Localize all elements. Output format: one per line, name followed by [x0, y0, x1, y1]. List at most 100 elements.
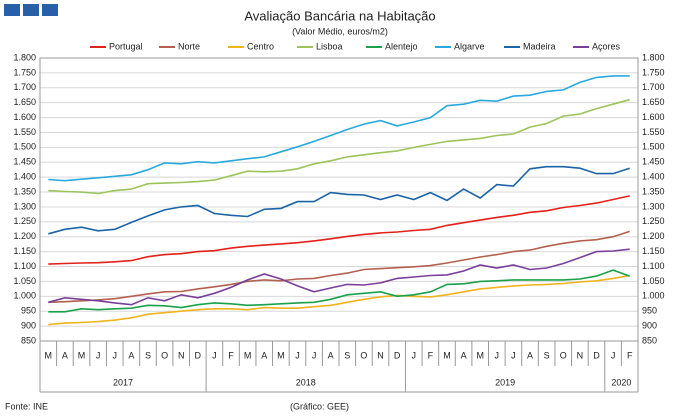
series-line	[48, 75, 630, 182]
series-line	[48, 230, 630, 304]
series-line	[48, 248, 630, 306]
y-tick-label: 1.400	[13, 172, 36, 182]
x-tick-label: M	[277, 350, 285, 360]
legend-label: Centro	[247, 41, 274, 51]
y2-tick-label: 1.550	[642, 127, 665, 137]
x-tick-label: A	[62, 350, 68, 360]
year-label: 2017	[113, 377, 133, 387]
x-tick-label: J	[113, 350, 118, 360]
logo-block	[4, 4, 20, 16]
y-tick-label: 1.450	[13, 157, 36, 167]
chart-subtitle: (Valor Médio, euros/m2)	[292, 26, 388, 36]
x-tick-label: M	[78, 350, 86, 360]
x-tick-label: O	[560, 350, 567, 360]
x-tick-label: D	[593, 350, 600, 360]
y2-tick-label: 1.200	[642, 231, 665, 241]
x-tick-label: D	[195, 350, 202, 360]
y2-tick-label: 1.050	[642, 276, 665, 286]
y-tick-label: 1.300	[13, 201, 36, 211]
x-tick-label: O	[360, 350, 367, 360]
logo-block	[23, 4, 39, 16]
y-tick-label: 1.750	[13, 67, 36, 77]
y-tick-label: 1.550	[13, 127, 36, 137]
y2-tick-label: 1.600	[642, 112, 665, 122]
y2-tick-label: 1.000	[642, 291, 665, 301]
x-tick-label: J	[312, 350, 317, 360]
y2-tick-label: 1.100	[642, 261, 665, 271]
y-tick-label: 1.600	[13, 112, 36, 122]
legend-label: Algarve	[454, 41, 485, 51]
series-line	[48, 195, 630, 265]
y-tick-label: 1.100	[13, 261, 36, 271]
y2-tick-label: 1.800	[642, 52, 665, 62]
x-tick-label: S	[145, 350, 151, 360]
legend-label: Açores	[592, 41, 621, 51]
x-tick-label: F	[627, 350, 633, 360]
y-tick-label: 1.200	[13, 231, 36, 241]
x-tick-label: M	[244, 350, 252, 360]
x-tick-label: A	[461, 350, 467, 360]
y-tick-label: 1.250	[13, 216, 36, 226]
y2-tick-label: 1.250	[642, 216, 665, 226]
x-tick-label: N	[577, 350, 584, 360]
year-label: 2018	[296, 377, 316, 387]
series-line	[48, 269, 630, 313]
x-tick-label: M	[45, 350, 53, 360]
y2-tick-label: 950	[642, 306, 657, 316]
y2-tick-label: 1.300	[642, 201, 665, 211]
x-tick-label: N	[178, 350, 185, 360]
credit: (Gráfico: GEE)	[290, 401, 349, 411]
series-line	[48, 98, 630, 195]
y-tick-label: 850	[21, 335, 36, 345]
year-label: 2019	[495, 377, 515, 387]
x-tick-label: O	[161, 350, 168, 360]
legend-label: Norte	[178, 41, 200, 51]
x-tick-label: J	[412, 350, 417, 360]
x-tick-label: F	[228, 350, 234, 360]
chart-title: Avaliação Bancária na Habitação	[244, 8, 435, 23]
x-tick-label: M	[476, 350, 484, 360]
series-line	[48, 274, 630, 326]
y-tick-label: 950	[21, 306, 36, 316]
y2-tick-label: 1.700	[642, 82, 665, 92]
legend-label: Portugal	[109, 41, 143, 51]
x-tick-label: J	[511, 350, 516, 360]
y2-tick-label: 1.650	[642, 97, 665, 107]
legend-label: Madeira	[523, 41, 556, 51]
x-tick-label: M	[443, 350, 451, 360]
x-tick-label: S	[544, 350, 550, 360]
x-tick-label: A	[261, 350, 267, 360]
x-tick-label: A	[527, 350, 533, 360]
x-tick-label: J	[295, 350, 300, 360]
source: Fonte: INE	[5, 401, 48, 411]
series-line	[48, 165, 630, 235]
x-tick-label: J	[96, 350, 101, 360]
y2-tick-label: 1.750	[642, 67, 665, 77]
year-label: 2020	[611, 377, 631, 387]
y2-tick-label: 1.350	[642, 186, 665, 196]
y2-tick-label: 1.450	[642, 157, 665, 167]
y-tick-label: 1.150	[13, 246, 36, 256]
x-tick-label: A	[128, 350, 134, 360]
x-tick-label: J	[495, 350, 500, 360]
y-tick-label: 1.800	[13, 52, 36, 62]
x-tick-label: S	[344, 350, 350, 360]
y2-tick-label: 850	[642, 335, 657, 345]
y-tick-label: 1.700	[13, 82, 36, 92]
plot-frame	[39, 57, 639, 342]
y-tick-label: 1.050	[13, 276, 36, 286]
x-tick-label: N	[377, 350, 384, 360]
logo-block	[42, 4, 58, 16]
legend-label: Lisboa	[316, 41, 343, 51]
y-tick-label: 1.350	[13, 186, 36, 196]
y2-tick-label: 1.400	[642, 172, 665, 182]
y-tick-label: 1.500	[13, 142, 36, 152]
x-tick-label: D	[394, 350, 401, 360]
y-tick-label: 1.000	[13, 291, 36, 301]
y-tick-label: 1.650	[13, 97, 36, 107]
legend-label: Alentejo	[385, 41, 418, 51]
y2-tick-label: 900	[642, 320, 657, 330]
x-tick-label: F	[428, 350, 434, 360]
y2-tick-label: 1.500	[642, 142, 665, 152]
